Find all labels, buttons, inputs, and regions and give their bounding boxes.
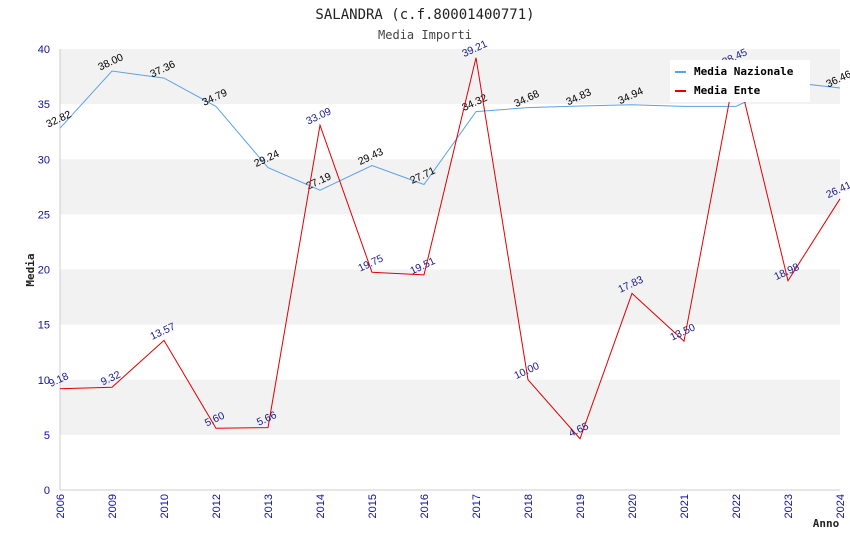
y-tick-label: 0	[44, 485, 50, 497]
chart-subtitle: Media Importi	[378, 28, 472, 42]
data-label-media-ente: 10.00	[512, 360, 541, 382]
data-label-media-ente: 33.09	[304, 105, 333, 127]
legend: Media Nazionale Media Ente	[670, 60, 810, 102]
x-tick-label: 2010	[159, 494, 171, 518]
legend-label-media-ente: Media Ente	[694, 84, 761, 97]
x-tick-label: 2013	[263, 494, 275, 518]
chart-title: SALANDRA (c.f.80001400771)	[315, 7, 534, 23]
y-tick-label: 30	[38, 154, 50, 166]
y-tick-label: 35	[38, 99, 50, 111]
data-label-media-nazionale: 32.82	[44, 108, 73, 130]
y-axis-title: Media	[24, 253, 37, 286]
legend-label-media-nazionale: Media Nazionale	[694, 65, 794, 78]
grid-band	[60, 379, 840, 435]
y-tick-label: 5	[44, 430, 50, 442]
x-tick-label: 2009	[107, 494, 119, 518]
series-line-media-ente	[59, 57, 841, 440]
x-tick-label: 2016	[419, 494, 431, 518]
y-tick-label: 25	[38, 209, 50, 221]
x-tick-label: 2012	[211, 494, 223, 518]
grid-bands	[60, 49, 840, 435]
x-tick-label: 2021	[679, 494, 691, 518]
x-tick-label: 2014	[315, 494, 327, 518]
x-tick-label: 2019	[575, 494, 587, 518]
x-tick-label: 2020	[627, 494, 639, 518]
x-tick-label: 2023	[783, 494, 795, 518]
y-tick-label: 15	[38, 320, 50, 332]
x-tick-labels: 2006 2009 2010 2012 2013 2014 2015 2016 2017 2018…	[55, 494, 847, 518]
series-line-media-nazionale	[59, 70, 841, 191]
x-tick-label: 2006	[55, 494, 67, 518]
y-tick-label: 10	[38, 375, 50, 387]
y-tick-labels: 0 5 10 15 20 25 30 35 40	[38, 44, 50, 497]
grid-band	[60, 269, 840, 325]
x-tick-label: 2015	[367, 494, 379, 518]
x-tick-label: 2022	[731, 494, 743, 518]
legend-box	[670, 60, 810, 102]
y-tick-label: 40	[38, 44, 50, 56]
y-tick-label: 20	[38, 265, 50, 277]
x-tick-label: 2018	[523, 494, 535, 518]
x-tick-label: 2017	[471, 494, 483, 518]
x-tick-label: 2024	[835, 494, 847, 518]
x-axis-title: Anno	[813, 517, 840, 530]
